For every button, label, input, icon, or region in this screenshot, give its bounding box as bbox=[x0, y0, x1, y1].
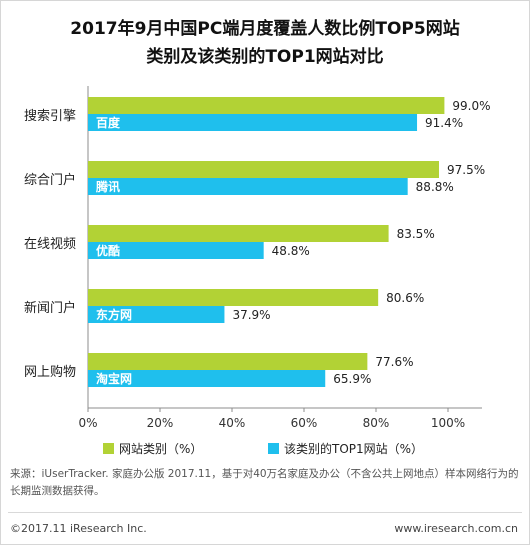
value-label-top1: 91.4% bbox=[425, 116, 463, 130]
value-label-category: 77.6% bbox=[375, 355, 413, 369]
x-tick-label: 40% bbox=[219, 416, 246, 430]
legend-swatch-green bbox=[103, 443, 114, 454]
bar-category-coverage bbox=[88, 161, 439, 178]
value-label-top1: 48.8% bbox=[272, 244, 310, 258]
value-label-category: 83.5% bbox=[397, 227, 435, 241]
value-label-category: 99.0% bbox=[452, 99, 490, 113]
bar-category-coverage bbox=[88, 289, 379, 306]
category-label: 网上购物 bbox=[24, 364, 76, 380]
category-label: 在线视频 bbox=[24, 237, 76, 252]
top1-site-name-label: 腾讯 bbox=[95, 179, 120, 194]
footer-copyright: ©2017.11 iResearch Inc. bbox=[10, 522, 147, 535]
bar-top1-site-coverage bbox=[88, 242, 264, 259]
bar-top1-site-coverage bbox=[88, 114, 418, 131]
legend-item-top1: 该类别的TOP1网站（%） bbox=[268, 440, 423, 457]
legend-label-top1: 该类别的TOP1网站（%） bbox=[284, 442, 424, 456]
chart-title-line-2: 类别及该类别的TOP1网站对比 bbox=[146, 47, 384, 67]
category-label: 搜索引擎 bbox=[24, 109, 76, 124]
x-tick-label: 80% bbox=[363, 416, 390, 430]
x-tick-label: 20% bbox=[147, 416, 174, 430]
category-label: 综合门户 bbox=[24, 172, 76, 188]
legend-item-category: 网站类别（%） bbox=[103, 440, 202, 457]
legend-swatch-blue bbox=[268, 443, 279, 454]
top1-site-name-label: 优酷 bbox=[96, 243, 120, 258]
bar-top1-site-coverage bbox=[88, 178, 408, 195]
bar-top1-site-coverage bbox=[88, 370, 326, 387]
bar-category-coverage bbox=[88, 225, 389, 242]
x-tick-label: 60% bbox=[291, 416, 318, 430]
value-label-category: 97.5% bbox=[447, 163, 485, 177]
value-label-top1: 88.8% bbox=[416, 180, 454, 194]
legend: 网站类别（%） 该类别的TOP1网站（%） bbox=[0, 440, 530, 458]
value-label-top1: 65.9% bbox=[333, 372, 371, 386]
x-tick-label: 0% bbox=[78, 416, 97, 430]
value-label-category: 80.6% bbox=[386, 291, 424, 305]
footer-website: www.iresearch.com.cn bbox=[394, 522, 518, 535]
bar-category-coverage bbox=[88, 97, 445, 114]
chart-title-line-1: 2017年9月中国PC端月度覆盖人数比例TOP5网站 bbox=[70, 19, 460, 39]
value-label-top1: 37.9% bbox=[232, 308, 270, 322]
source-note: 来源：iUserTracker. 家庭办公版 2017.11，基于对40万名家庭… bbox=[10, 468, 519, 497]
top1-site-name-label: 百度 bbox=[96, 115, 121, 130]
footer-divider bbox=[8, 512, 522, 513]
top1-site-name-label: 淘宝网 bbox=[96, 371, 132, 386]
category-label: 新闻门户 bbox=[24, 300, 76, 316]
top1-site-name-label: 东方网 bbox=[96, 307, 132, 322]
bar-top1-site-coverage bbox=[88, 306, 225, 323]
bar-category-coverage bbox=[88, 353, 368, 370]
x-tick-label: 100% bbox=[431, 416, 465, 430]
legend-label-category: 网站类别（%） bbox=[119, 442, 203, 456]
